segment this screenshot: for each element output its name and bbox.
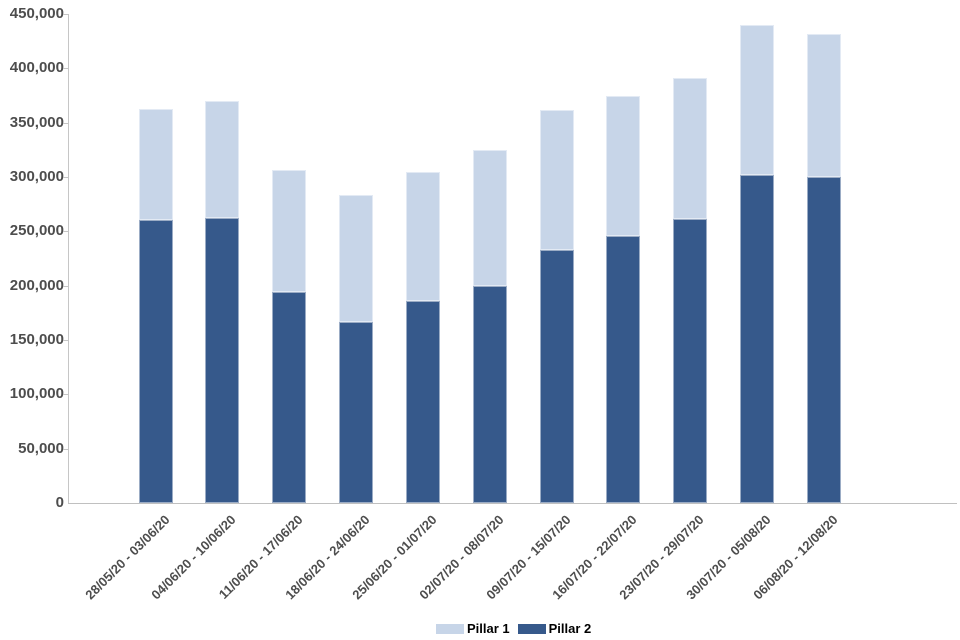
y-axis-line bbox=[68, 14, 69, 503]
bar-segment-pillar-1[interactable] bbox=[405, 171, 440, 301]
bar-segment-pillar-1[interactable] bbox=[740, 24, 775, 175]
y-axis-tick-label: 200,000 bbox=[9, 276, 64, 294]
y-axis-tick-mark bbox=[63, 285, 68, 287]
bar-segment-pillar-1[interactable] bbox=[606, 95, 641, 236]
y-axis-tick-mark bbox=[63, 68, 68, 70]
bar-segment-pillar-1[interactable] bbox=[138, 108, 173, 221]
x-axis-label: 04/06/20 - 10/06/20 bbox=[148, 512, 239, 603]
bar-segment-pillar-1[interactable] bbox=[272, 170, 307, 293]
bar-segment-pillar-1[interactable] bbox=[339, 195, 374, 322]
y-axis-tick-label: 0 bbox=[55, 494, 64, 511]
bar-segment-pillar-2[interactable] bbox=[205, 218, 240, 503]
bar-segment-pillar-2[interactable] bbox=[807, 177, 841, 503]
legend-swatch-icon bbox=[436, 623, 464, 634]
bar-segment-pillar-1[interactable] bbox=[472, 149, 507, 286]
bar-segment-pillar-1[interactable] bbox=[205, 100, 240, 219]
x-axis-label: 11/06/20 - 17/06/20 bbox=[215, 512, 306, 602]
bar-segment-pillar-2[interactable] bbox=[539, 249, 574, 503]
y-axis-tick-label: 350,000 bbox=[9, 113, 64, 131]
bar-segment-pillar-2[interactable] bbox=[740, 174, 775, 503]
y-axis-tick-mark bbox=[63, 231, 68, 233]
y-axis-tick-mark bbox=[63, 340, 68, 341]
y-axis-tick-label: 50,000 bbox=[18, 439, 64, 457]
x-axis-label: 06/08/20 - 12/08/20 bbox=[750, 512, 841, 603]
y-axis-tick-mark bbox=[63, 177, 68, 178]
y-axis-tick-label: 100,000 bbox=[9, 385, 64, 403]
bar-segment-pillar-2[interactable] bbox=[138, 220, 173, 503]
bar-segment-pillar-2[interactable] bbox=[339, 321, 374, 503]
bar-segment-pillar-2[interactable] bbox=[472, 285, 507, 503]
x-axis-label: 28/05/20 - 03/06/20 bbox=[81, 512, 173, 603]
legend-swatch-icon bbox=[517, 623, 546, 634]
y-axis-tick-label: 400,000 bbox=[9, 59, 64, 77]
x-axis-label: 25/06/20 - 01/07/20 bbox=[349, 512, 440, 603]
x-axis-label: 18/06/20 - 24/06/20 bbox=[282, 512, 373, 603]
bar-segment-pillar-1[interactable] bbox=[673, 78, 708, 220]
y-axis-tick-mark bbox=[63, 122, 68, 124]
x-axis-label: 30/07/20 - 05/08/20 bbox=[683, 512, 774, 603]
bar-segment-pillar-1[interactable] bbox=[807, 33, 841, 177]
y-axis-tick-mark bbox=[63, 448, 68, 450]
legend-label: Pillar 2 bbox=[548, 621, 592, 636]
y-axis-tick-mark bbox=[63, 14, 68, 15]
y-axis-tick-mark bbox=[63, 394, 68, 396]
legend-label: Pillar 1 bbox=[467, 621, 510, 636]
bar-segment-pillar-2[interactable] bbox=[405, 300, 440, 503]
y-axis-tick-label: 150,000 bbox=[9, 331, 64, 348]
legend-item-pillar-2[interactable]: Pillar 2 bbox=[517, 621, 592, 636]
x-axis-baseline bbox=[68, 503, 957, 504]
y-axis-tick-label: 250,000 bbox=[9, 222, 64, 240]
bar-segment-pillar-1[interactable] bbox=[539, 109, 574, 250]
bar-segment-pillar-2[interactable] bbox=[673, 219, 708, 503]
legend: Pillar 1 Pillar 2 bbox=[436, 621, 591, 636]
legend-item-pillar-1[interactable]: Pillar 1 bbox=[436, 621, 510, 636]
y-axis-tick-label: 300,000 bbox=[9, 168, 64, 185]
y-axis-tick-label: 450,000 bbox=[9, 5, 64, 22]
bar-segment-pillar-2[interactable] bbox=[606, 235, 641, 503]
bar-segment-pillar-2[interactable] bbox=[272, 292, 307, 503]
